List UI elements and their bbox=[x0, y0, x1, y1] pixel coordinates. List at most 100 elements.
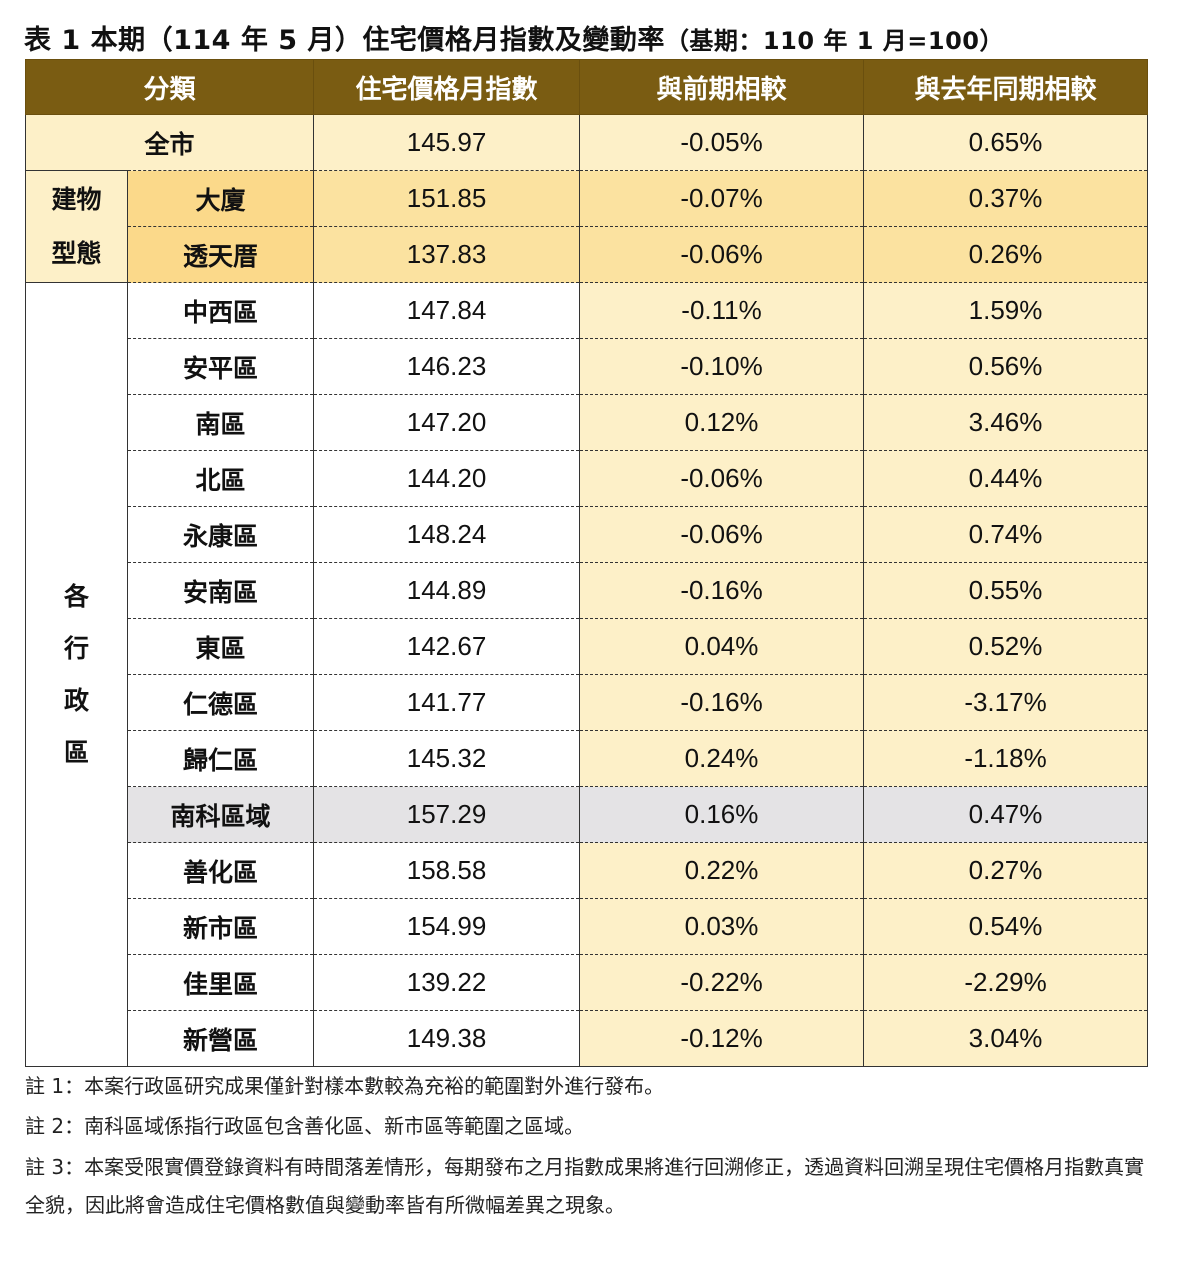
table-row-district: 南區 147.20 0.12% 3.46% bbox=[26, 394, 1149, 451]
row-mom: -0.06% bbox=[579, 450, 865, 507]
row-yoy: 0.74% bbox=[863, 506, 1149, 563]
row-label: 安平區 bbox=[126, 338, 315, 395]
row-label: 南區 bbox=[126, 394, 315, 451]
row-label: 永康區 bbox=[126, 506, 315, 563]
row-index: 144.20 bbox=[313, 450, 581, 507]
row-yoy: 1.59% bbox=[863, 282, 1149, 339]
row-index: 148.24 bbox=[313, 506, 581, 563]
row-label: 佳里區 bbox=[126, 954, 315, 1011]
table-row-district: 善化區 158.58 0.22% 0.27% bbox=[26, 842, 1149, 899]
row-label: 透天厝 bbox=[126, 226, 315, 283]
row-label: 東區 bbox=[126, 618, 315, 675]
row-index: 149.38 bbox=[313, 1010, 581, 1067]
row-label: 全市 bbox=[24, 114, 315, 171]
table-row-all-city: 全市 145.97 -0.05% 0.65% bbox=[24, 114, 1149, 171]
row-index: 139.22 bbox=[313, 954, 581, 1011]
row-yoy: -3.17% bbox=[863, 674, 1149, 731]
row-yoy: 0.37% bbox=[863, 170, 1149, 227]
table-row-district: 安南區 144.89 -0.16% 0.55% bbox=[26, 562, 1149, 619]
row-mom: -0.16% bbox=[579, 562, 865, 619]
header-category: 分類 bbox=[24, 59, 315, 115]
row-index: 146.23 bbox=[313, 338, 581, 395]
footnote-2: 註 2：南科區域係指行政區包含善化區、新市區等範圍之區域。 bbox=[25, 1114, 585, 1138]
row-yoy: -1.18% bbox=[863, 730, 1149, 787]
page-title: 表 1 本期（114 年 5 月）住宅價格月指數及變動率（基期：110 年 1 … bbox=[24, 18, 1004, 57]
row-index: 147.20 bbox=[313, 394, 581, 451]
row-yoy: -2.29% bbox=[863, 954, 1149, 1011]
row-mom: -0.11% bbox=[579, 282, 865, 339]
row-yoy: 0.27% bbox=[863, 842, 1149, 899]
row-yoy: 0.47% bbox=[863, 786, 1149, 843]
table-row-district: 安平區 146.23 -0.10% 0.56% bbox=[26, 338, 1149, 395]
table-row-district: 北區 144.20 -0.06% 0.44% bbox=[26, 450, 1149, 507]
row-mom: -0.10% bbox=[579, 338, 865, 395]
price-index-table: 分類 住宅價格月指數 與前期相較 與去年同期相較 全市 145.97 -0.05… bbox=[24, 59, 1149, 1067]
row-mom: -0.06% bbox=[579, 506, 865, 563]
table-row-district: 永康區 148.24 -0.06% 0.74% bbox=[26, 506, 1149, 563]
row-index: 145.97 bbox=[313, 114, 581, 171]
table-row-district: 佳里區 139.22 -0.22% -2.29% bbox=[26, 954, 1149, 1011]
group-label-building-type: 建物 型態 bbox=[25, 170, 128, 283]
row-label: 大廈 bbox=[126, 170, 315, 227]
row-label: 南科區域 bbox=[126, 786, 315, 843]
table-row-district: 各 行 政 區中西區 147.84 -0.11% 1.59% bbox=[25, 282, 1149, 1067]
row-index: 144.89 bbox=[313, 562, 581, 619]
row-label: 新市區 bbox=[126, 898, 315, 955]
row-mom: 0.03% bbox=[579, 898, 865, 955]
row-mom: -0.12% bbox=[579, 1010, 865, 1067]
row-yoy: 0.44% bbox=[863, 450, 1149, 507]
row-label: 北區 bbox=[126, 450, 315, 507]
row-mom: 0.16% bbox=[579, 786, 865, 843]
row-mom: -0.16% bbox=[579, 674, 865, 731]
row-mom: 0.24% bbox=[579, 730, 865, 787]
footnote-3: 註 3：本案受限實價登錄資料有時間落差情形，每期發布之月指數成果將進行回溯修正，… bbox=[25, 1155, 1145, 1217]
header-mom: 與前期相較 bbox=[579, 59, 865, 115]
row-index: 158.58 bbox=[313, 842, 581, 899]
row-mom: -0.22% bbox=[579, 954, 865, 1011]
row-label: 安南區 bbox=[126, 562, 315, 619]
row-index: 157.29 bbox=[313, 786, 581, 843]
row-yoy: 3.46% bbox=[863, 394, 1149, 451]
header-yoy: 與去年同期相較 bbox=[863, 59, 1149, 115]
row-mom: -0.07% bbox=[579, 170, 865, 227]
row-mom: 0.12% bbox=[579, 394, 865, 451]
table-row-district: 東區 142.67 0.04% 0.52% bbox=[26, 618, 1149, 675]
row-index: 141.77 bbox=[313, 674, 581, 731]
row-index: 151.85 bbox=[313, 170, 581, 227]
row-yoy: 0.65% bbox=[863, 114, 1149, 171]
row-mom: 0.22% bbox=[579, 842, 865, 899]
row-index: 145.32 bbox=[313, 730, 581, 787]
footnotes: 註 1：本案行政區研究成果僅針對樣本數較為充裕的範圍對外進行發布。 註 2：南科… bbox=[25, 1076, 1155, 1244]
table-row-district: 新市區 154.99 0.03% 0.54% bbox=[26, 898, 1149, 955]
table-row-building: 建物 型態 大廈 151.85 -0.07% 0.37% bbox=[25, 170, 1149, 283]
row-label: 新營區 bbox=[126, 1010, 315, 1067]
row-label: 仁德區 bbox=[126, 674, 315, 731]
table-row-district: 新營區 149.38 -0.12% 3.04% bbox=[26, 1010, 1149, 1067]
row-index: 147.84 bbox=[313, 282, 581, 339]
row-yoy: 3.04% bbox=[863, 1010, 1149, 1067]
footnote-1: 註 1：本案行政區研究成果僅針對樣本數較為充裕的範圍對外進行發布。 bbox=[25, 1074, 665, 1098]
row-index: 142.67 bbox=[313, 618, 581, 675]
row-mom: -0.06% bbox=[579, 226, 865, 283]
group-label-districts: 各 行 政 區 bbox=[25, 282, 128, 1067]
header-index: 住宅價格月指數 bbox=[313, 59, 581, 115]
table-row-district: 南科區域 157.29 0.16% 0.47% bbox=[26, 786, 1149, 843]
table-row-district: 仁德區 141.77 -0.16% -3.17% bbox=[26, 674, 1149, 731]
row-label: 中西區 bbox=[126, 282, 315, 339]
row-yoy: 0.55% bbox=[863, 562, 1149, 619]
table-row-district: 歸仁區 145.32 0.24% -1.18% bbox=[26, 730, 1149, 787]
row-label: 歸仁區 bbox=[126, 730, 315, 787]
table-header-row: 分類 住宅價格月指數 與前期相較 與去年同期相較 bbox=[24, 59, 1149, 115]
row-yoy: 0.56% bbox=[863, 338, 1149, 395]
title-main: 表 1 本期（114 年 5 月）住宅價格月指數及變動率 bbox=[24, 25, 665, 56]
row-mom: 0.04% bbox=[579, 618, 865, 675]
row-yoy: 0.26% bbox=[863, 226, 1149, 283]
row-label: 善化區 bbox=[126, 842, 315, 899]
table-row-building: 透天厝 137.83 -0.06% 0.26% bbox=[26, 226, 1149, 283]
row-index: 154.99 bbox=[313, 898, 581, 955]
row-index: 137.83 bbox=[313, 226, 581, 283]
title-base-period: （基期：110 年 1 月=100） bbox=[664, 27, 1005, 55]
row-yoy: 0.54% bbox=[863, 898, 1149, 955]
row-mom: -0.05% bbox=[579, 114, 865, 171]
row-yoy: 0.52% bbox=[863, 618, 1149, 675]
